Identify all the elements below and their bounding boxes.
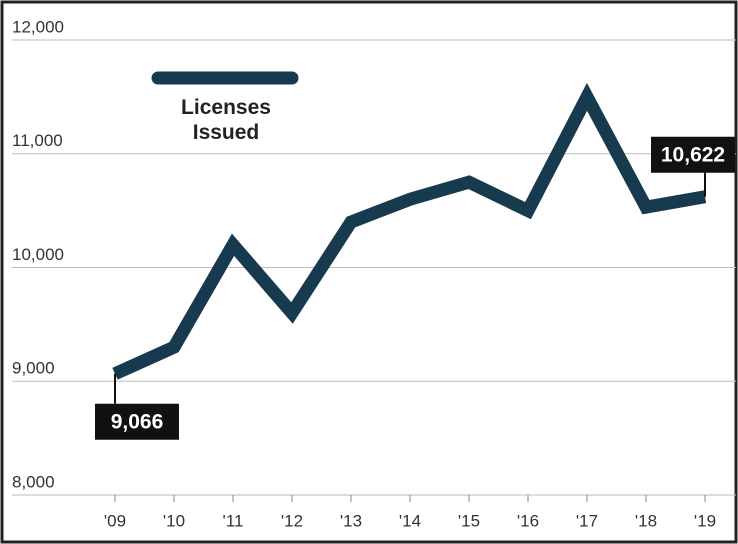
y-tick-label: 9,000 <box>12 359 55 378</box>
y-tick-label: 8,000 <box>12 472 55 491</box>
x-tick-label: '14 <box>399 511 421 530</box>
x-tick-label: '13 <box>340 511 362 530</box>
chart: 8,000 9,000 10,000 11,000 12,000 '09 '10 '11 '12… <box>0 0 738 544</box>
x-tick-label: '16 <box>517 511 539 530</box>
x-tick-label: '09 <box>104 511 126 530</box>
y-tick-label: 11,000 <box>12 131 63 150</box>
y-tick-label: 12,000 <box>12 17 64 36</box>
value-label: 10,622 <box>661 143 725 166</box>
y-tick-label: 10,000 <box>12 245 64 264</box>
x-tick-label: '19 <box>694 511 716 530</box>
frame <box>2 2 736 542</box>
grid: 8,000 9,000 10,000 11,000 12,000 '09 '10 '11 '12… <box>12 17 736 530</box>
x-tick-label: '11 <box>223 511 244 530</box>
x-tick-label: '17 <box>576 511 598 530</box>
x-tick-label: '10 <box>163 511 185 530</box>
value-label: 9,066 <box>111 410 164 433</box>
x-tick-label: '18 <box>635 511 657 530</box>
marks: 9,066 10,622 <box>95 97 735 440</box>
x-tick-label: '12 <box>281 511 303 530</box>
x-tick-label: '15 <box>458 511 480 530</box>
